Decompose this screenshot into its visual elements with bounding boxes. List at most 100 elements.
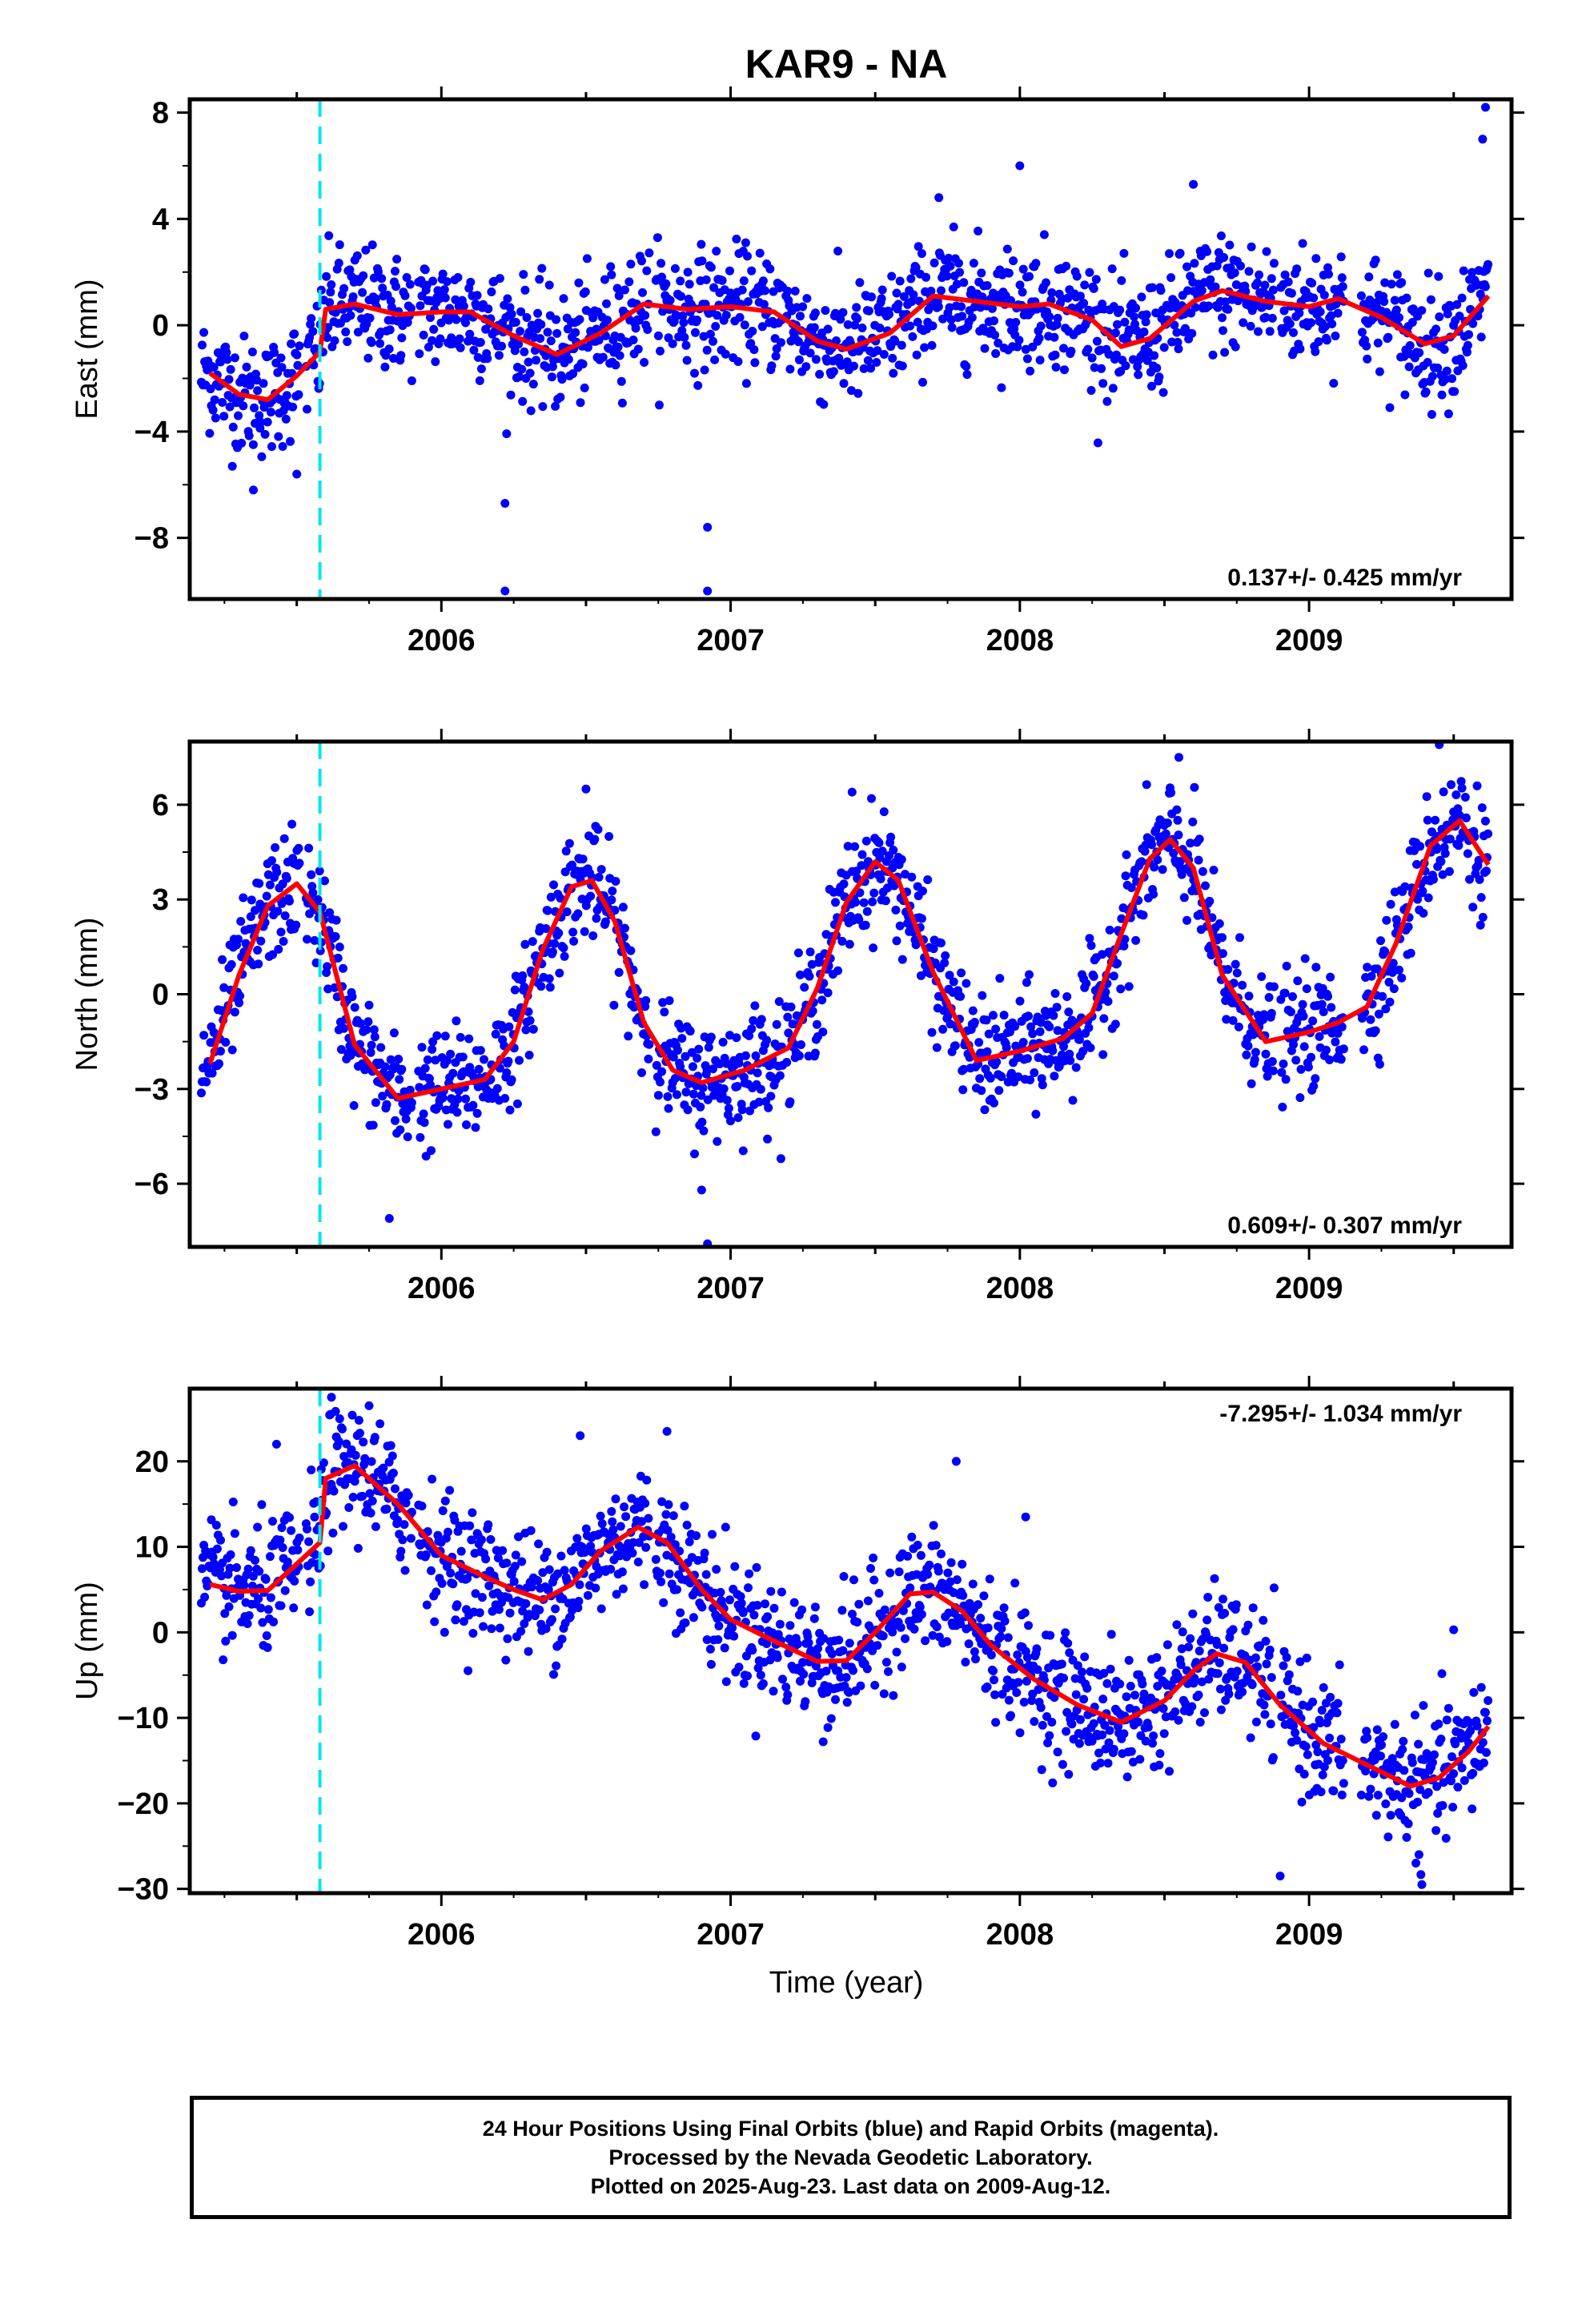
data-point xyxy=(1140,846,1150,856)
data-point xyxy=(809,1614,819,1623)
data-point xyxy=(1329,1786,1339,1795)
data-point xyxy=(1444,866,1454,876)
data-point xyxy=(335,1414,344,1424)
data-point xyxy=(843,842,853,851)
data-point xyxy=(1098,950,1107,959)
data-point xyxy=(1172,1620,1182,1630)
data-point xyxy=(1406,948,1415,958)
data-point xyxy=(578,360,588,369)
data-point xyxy=(1326,1692,1335,1702)
data-point xyxy=(1218,313,1227,323)
data-point xyxy=(394,1055,404,1063)
data-point xyxy=(743,1671,752,1681)
data-point xyxy=(1115,1679,1125,1689)
data-point xyxy=(1472,1721,1482,1731)
data-point xyxy=(260,429,270,439)
data-point xyxy=(677,1034,687,1043)
data-point xyxy=(1423,1787,1433,1797)
data-point xyxy=(681,340,691,350)
data-point xyxy=(265,1552,275,1562)
data-point xyxy=(1018,264,1028,274)
data-point xyxy=(794,1051,804,1060)
data-point xyxy=(1122,1692,1131,1702)
data-point xyxy=(934,1566,943,1576)
data-point xyxy=(1139,328,1149,336)
data-point xyxy=(1108,384,1118,393)
data-point xyxy=(845,939,854,949)
data-point xyxy=(962,979,971,988)
data-point xyxy=(1060,365,1069,375)
data-point xyxy=(600,275,609,284)
x-tick-label: 2006 xyxy=(408,1272,476,1305)
data-point xyxy=(538,402,548,412)
data-point xyxy=(1228,1625,1238,1634)
data-point xyxy=(1043,1738,1053,1747)
data-point xyxy=(455,334,464,344)
data-point xyxy=(1155,1749,1165,1759)
data-point xyxy=(440,1627,449,1637)
data-point xyxy=(276,1601,286,1610)
data-point xyxy=(1259,1010,1269,1019)
data-point xyxy=(656,259,666,268)
data-point xyxy=(471,1123,480,1132)
data-point xyxy=(652,233,662,243)
data-point xyxy=(327,1393,336,1402)
data-point xyxy=(556,392,565,402)
data-point xyxy=(815,369,825,379)
data-point xyxy=(928,321,938,331)
data-point xyxy=(384,1214,394,1223)
data-point xyxy=(520,983,529,991)
data-point xyxy=(1211,282,1220,292)
data-point xyxy=(964,1639,974,1649)
data-point xyxy=(1147,381,1156,391)
y-tick-label: −20 xyxy=(118,1787,169,1821)
data-point xyxy=(1048,1046,1058,1055)
data-point xyxy=(1067,1719,1077,1729)
data-point xyxy=(1314,337,1323,347)
data-point xyxy=(445,1486,455,1495)
data-point xyxy=(1371,1811,1381,1820)
data-point xyxy=(349,1101,359,1110)
data-point xyxy=(945,971,954,980)
data-point xyxy=(1221,297,1231,307)
data-point xyxy=(1166,788,1176,798)
data-point xyxy=(1137,857,1146,866)
data-point xyxy=(1464,330,1473,340)
data-point xyxy=(328,1528,338,1538)
data-point xyxy=(681,1051,690,1061)
data-point xyxy=(956,991,966,1001)
data-point xyxy=(1337,273,1347,283)
data-point xyxy=(781,1683,791,1692)
data-point xyxy=(682,356,692,365)
data-point xyxy=(1476,920,1485,930)
data-point xyxy=(642,1475,652,1485)
data-point xyxy=(677,292,686,301)
data-point xyxy=(823,988,833,998)
data-point xyxy=(1484,1696,1493,1705)
data-point xyxy=(1072,271,1082,281)
data-point xyxy=(696,1102,705,1112)
data-point xyxy=(657,1497,667,1506)
data-point xyxy=(475,1608,484,1618)
data-point xyxy=(1454,841,1464,850)
data-point xyxy=(673,1585,681,1594)
data-point xyxy=(1319,1683,1328,1692)
data-points xyxy=(197,742,1493,1247)
data-point xyxy=(785,1621,795,1630)
data-point xyxy=(596,1511,605,1521)
data-point xyxy=(938,1024,948,1034)
data-point xyxy=(1124,1655,1134,1665)
data-point xyxy=(1279,1661,1288,1671)
data-point xyxy=(1007,1068,1016,1078)
data-point xyxy=(1013,1650,1022,1659)
data-point xyxy=(198,1564,207,1574)
data-point xyxy=(438,1093,448,1103)
data-point xyxy=(542,1547,552,1557)
data-point xyxy=(797,1605,807,1614)
data-point xyxy=(1300,954,1310,963)
data-point xyxy=(1013,342,1022,352)
data-point xyxy=(331,932,340,941)
data-point xyxy=(528,380,538,389)
data-point xyxy=(1415,842,1425,851)
data-point xyxy=(537,263,547,273)
